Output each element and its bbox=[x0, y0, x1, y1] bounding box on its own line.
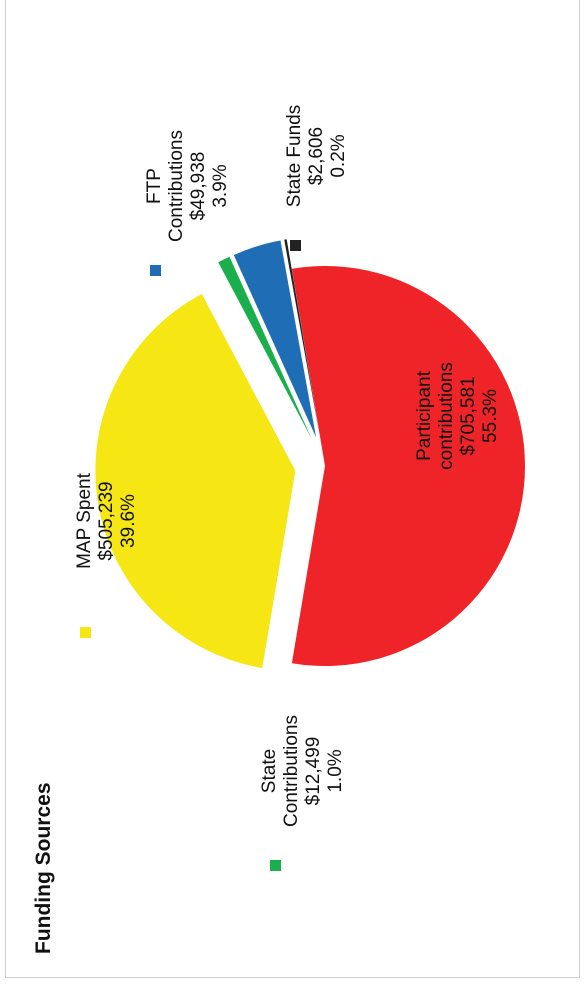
slice-label: MAP Spent$505,23939.6% bbox=[74, 472, 139, 568]
legend-swatch bbox=[270, 860, 281, 871]
slice-label: StateContributions$12,4991.0% bbox=[259, 715, 346, 827]
slice-labels: Participantcontributions$705,58155.3% MAP… bbox=[74, 105, 501, 871]
pie-slice-participant-contributions bbox=[291, 266, 525, 666]
chart-title: Funding Sources bbox=[32, 782, 55, 954]
legend-swatch bbox=[290, 240, 301, 251]
legend-swatch bbox=[80, 627, 91, 638]
pie-slice-state-funds bbox=[284, 239, 320, 437]
chart-frame bbox=[5, 0, 580, 978]
pie-slices bbox=[95, 239, 525, 669]
legend-swatch bbox=[150, 265, 161, 276]
pie-slice-map-spent bbox=[95, 294, 296, 669]
slice-label: State Funds$2,6060.2% bbox=[284, 105, 349, 207]
slice-label: FTPContributions$49,9383.9% bbox=[144, 130, 231, 242]
legend-swatch bbox=[440, 545, 451, 556]
pie-slice-state-contributions bbox=[218, 256, 312, 440]
slice-label: Participantcontributions$705,58155.3% bbox=[414, 362, 501, 470]
pie-slice-ftp-contributions bbox=[233, 240, 317, 438]
